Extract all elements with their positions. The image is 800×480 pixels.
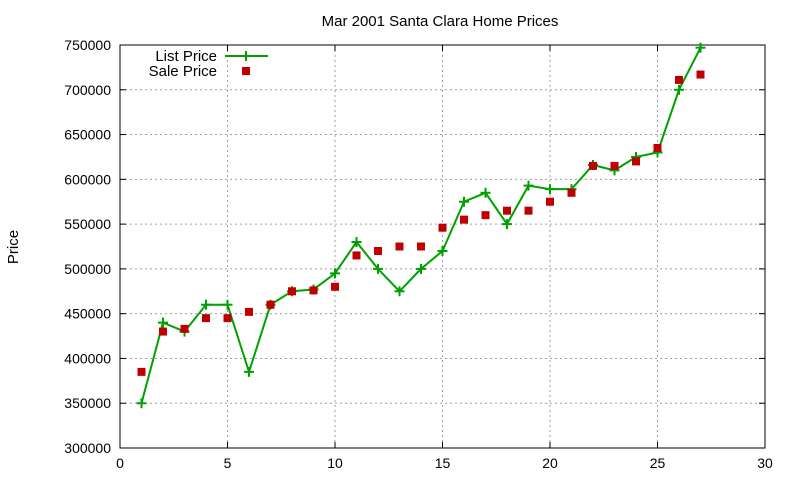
- y-tick-label: 600000: [64, 171, 111, 187]
- point-square-sale-price: [137, 367, 146, 376]
- series-layer: [136, 42, 706, 409]
- y-tick-labels: 300000 350000 400000 450000 500000 550000 6000…: [64, 37, 111, 456]
- point-square-sale-price: [417, 242, 425, 251]
- point-cross-list-price: [394, 286, 405, 297]
- y-tick-label: 750000: [64, 37, 111, 53]
- y-tick-label: 700000: [64, 82, 111, 98]
- point-square-sale-price: [180, 324, 189, 333]
- y-tick-label: 650000: [64, 127, 111, 143]
- point-cross-list-price: [502, 219, 512, 230]
- ticks-layer: [119, 44, 766, 449]
- y-axis-title: Price: [5, 230, 22, 264]
- point-square-sale-price: [309, 286, 318, 295]
- x-tick-labels: 0 5 10 15 20 25 30: [116, 455, 773, 471]
- point-square-sale-price: [202, 314, 210, 323]
- y-tick-label: 500000: [64, 261, 111, 277]
- point-square-sale-price: [223, 314, 232, 323]
- legend-square-sale-price: [242, 67, 250, 75]
- point-square-sale-price: [374, 246, 382, 255]
- point-square-sale-price: [696, 70, 705, 79]
- point-cross-list-price: [480, 187, 491, 198]
- x-tick-label: 10: [327, 455, 343, 471]
- y-tick-label: 400000: [64, 350, 111, 366]
- point-cross-list-price: [351, 237, 362, 248]
- point-cross-list-price: [201, 299, 211, 310]
- point-square-sale-price: [546, 197, 554, 206]
- x-tick-label: 0: [116, 455, 124, 471]
- point-cross-list-price: [136, 398, 147, 409]
- point-square-sale-price: [653, 143, 662, 152]
- chart-title: Mar 2001 Santa Clara Home Prices: [322, 13, 559, 30]
- point-square-sale-price: [245, 307, 253, 316]
- y-tick-label: 350000: [64, 395, 111, 411]
- point-square-sale-price: [524, 206, 533, 215]
- y-tick-label: 450000: [64, 306, 111, 322]
- legend-label-list-price: List Price: [155, 48, 217, 65]
- point-cross-list-price: [244, 366, 254, 377]
- point-cross-list-price: [674, 84, 684, 95]
- point-cross-list-price: [437, 245, 448, 256]
- point-cross-list-price: [373, 263, 383, 274]
- x-tick-label: 20: [542, 455, 558, 471]
- point-square-sale-price: [438, 223, 447, 232]
- point-square-sale-price: [632, 157, 640, 166]
- point-cross-list-price: [158, 317, 168, 328]
- x-tick-label: 5: [224, 455, 232, 471]
- x-tick-label: 25: [650, 455, 666, 471]
- point-square-sale-price: [395, 242, 404, 251]
- x-tick-label: 30: [757, 455, 773, 471]
- point-cross-list-price: [695, 42, 706, 53]
- point-cross-list-price: [545, 184, 555, 195]
- point-square-sale-price: [460, 215, 468, 224]
- point-square-sale-price: [331, 282, 339, 291]
- legend: List Price Sale Price: [149, 48, 268, 80]
- series-list-price: [136, 42, 706, 409]
- point-cross-list-price: [459, 196, 469, 207]
- point-square-sale-price: [481, 211, 490, 220]
- point-square-sale-price: [352, 251, 361, 260]
- y-tick-label: 550000: [64, 216, 111, 232]
- point-square-sale-price: [610, 161, 619, 170]
- point-cross-list-price: [523, 180, 534, 191]
- point-square-sale-price: [159, 327, 167, 336]
- point-square-sale-price: [503, 206, 511, 215]
- point-square-sale-price: [567, 188, 576, 197]
- series-sale-price: [137, 70, 705, 376]
- point-square-sale-price: [589, 161, 597, 170]
- series-line-list-price: [140, 47, 702, 404]
- y-tick-label: 300000: [64, 440, 111, 456]
- point-square-sale-price: [266, 300, 275, 309]
- point-square-sale-price: [675, 75, 683, 84]
- point-cross-list-price: [330, 268, 340, 279]
- legend-cross-list-price: [241, 51, 251, 61]
- point-square-sale-price: [288, 287, 296, 296]
- legend-label-sale-price: Sale Price: [149, 63, 217, 80]
- point-cross-list-price: [222, 299, 233, 310]
- x-tick-label: 15: [435, 455, 451, 471]
- point-cross-list-price: [416, 263, 426, 274]
